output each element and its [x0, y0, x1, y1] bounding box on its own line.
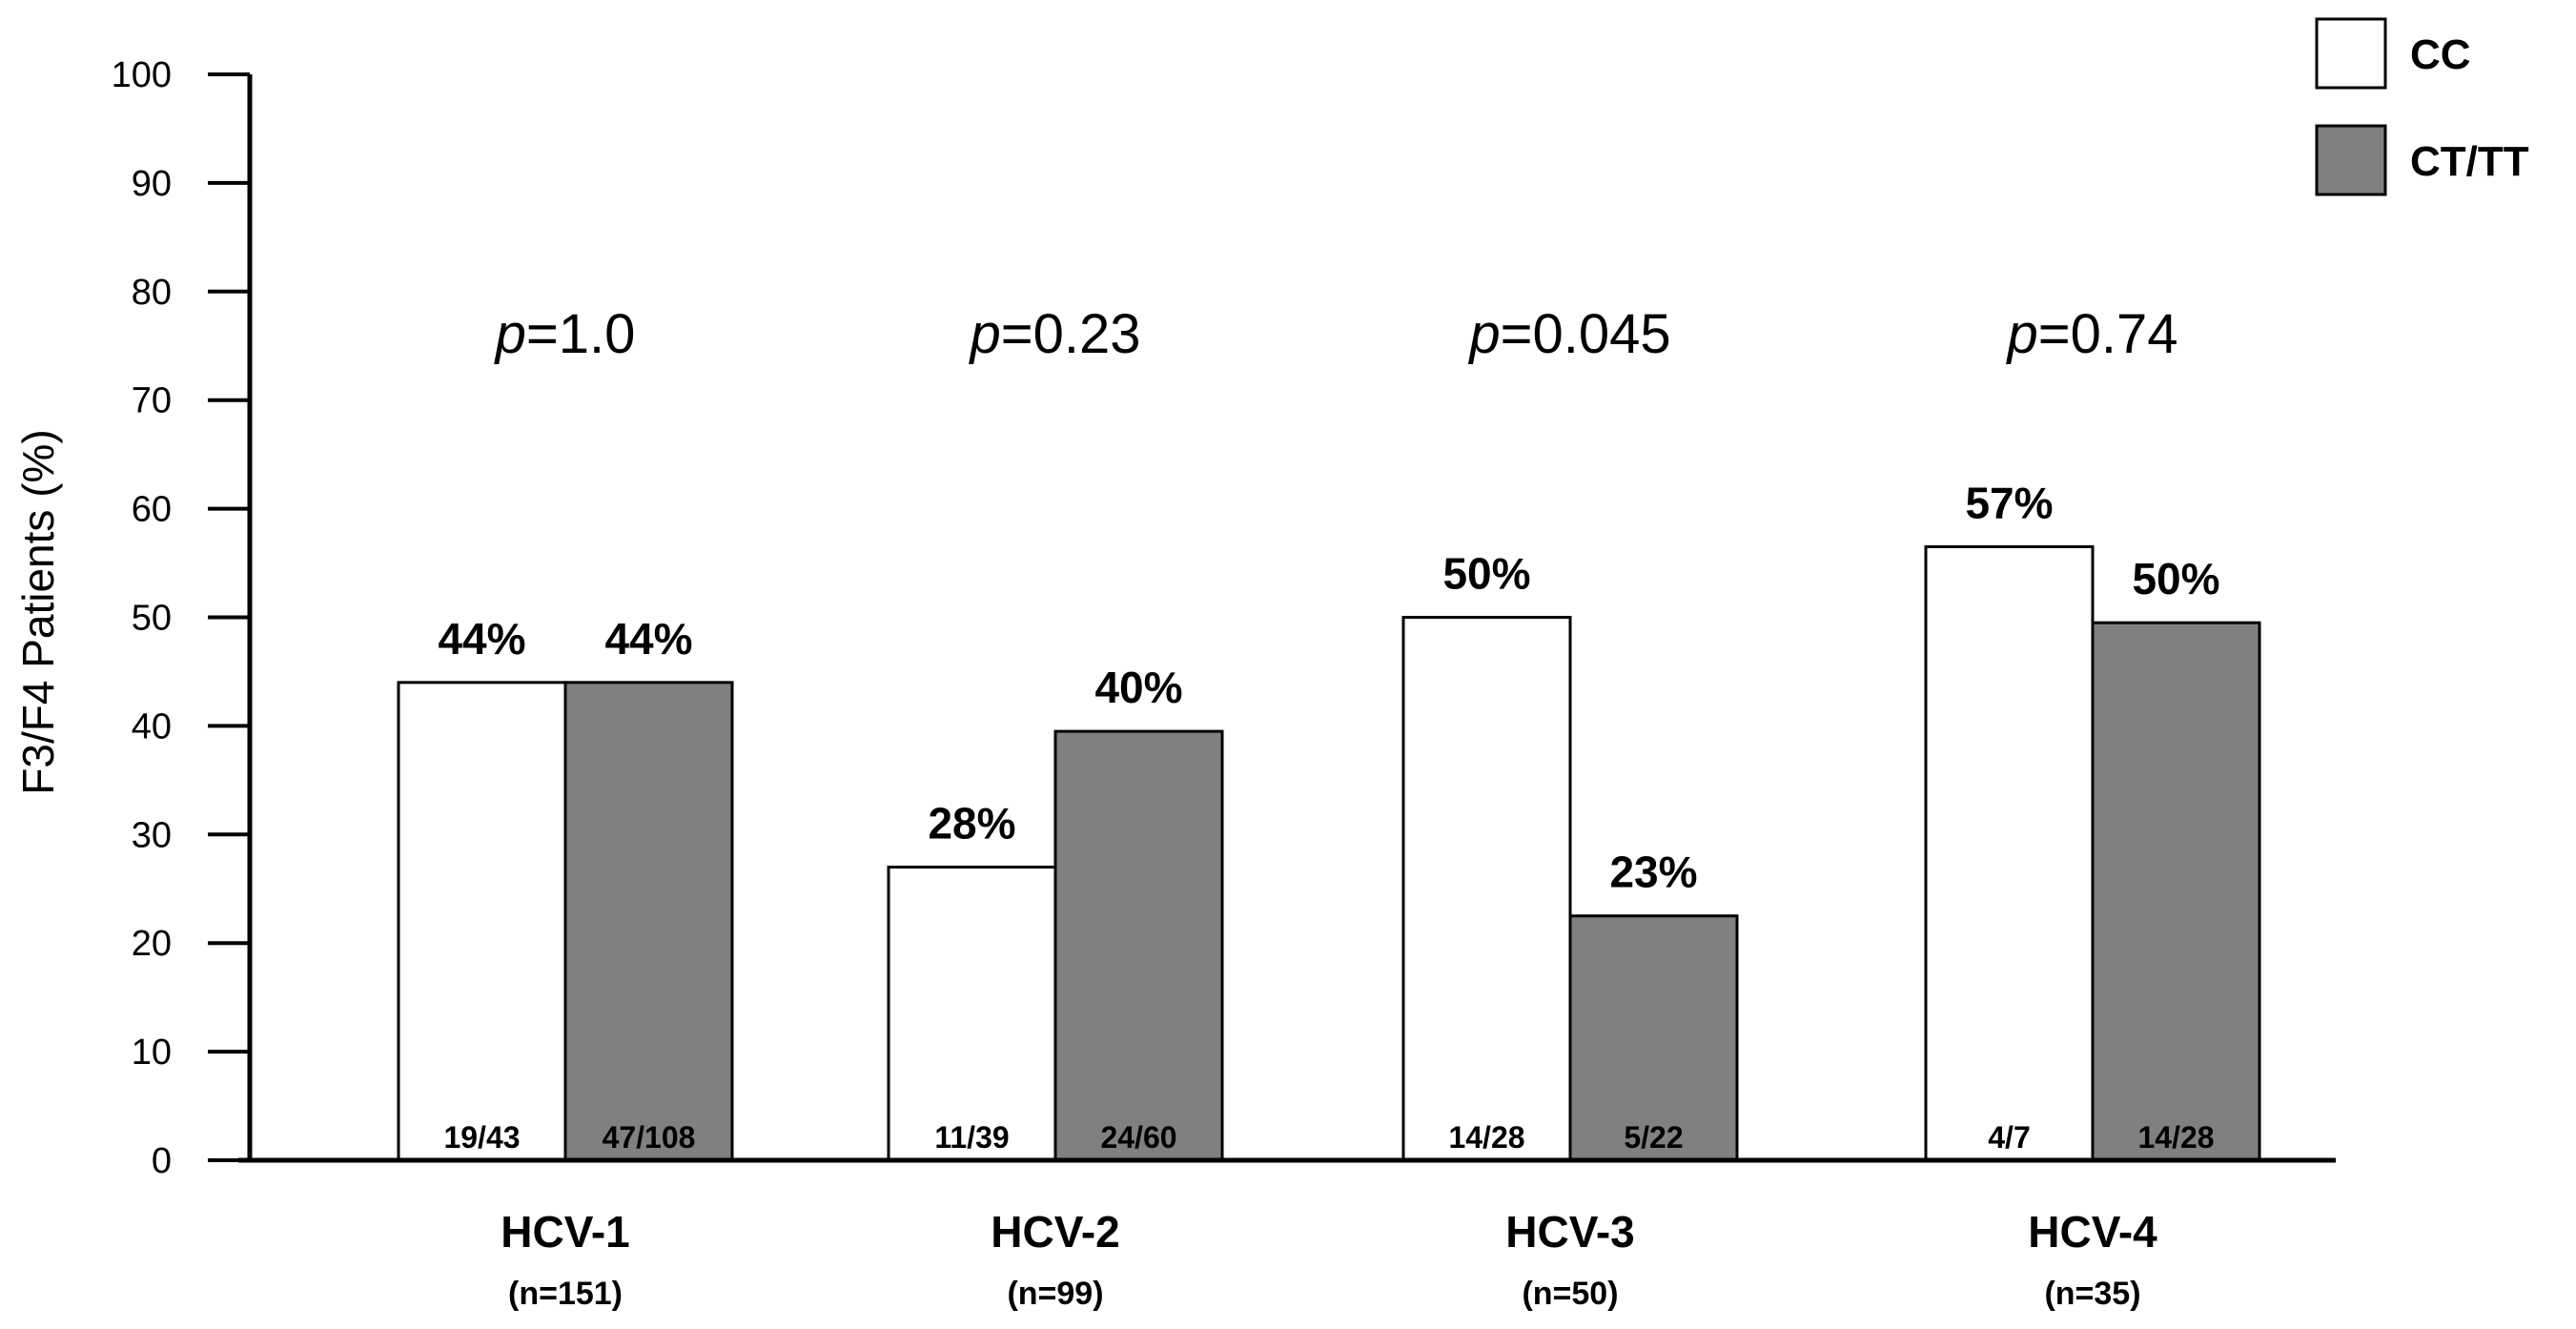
bar-fraction-label: 47/108 — [603, 1120, 696, 1155]
group-n-label: (n=50) — [1522, 1276, 1618, 1312]
p-value-label: p=0.74 — [2005, 303, 2177, 365]
group-label: HCV-3 — [1505, 1207, 1634, 1257]
p-value-label: p=0.045 — [1467, 303, 1670, 365]
y-tick-label: 20 — [132, 924, 172, 964]
y-tick-label: 0 — [152, 1141, 172, 1181]
y-tick-label: 70 — [132, 381, 172, 421]
y-tick-label: 30 — [132, 815, 172, 855]
group-label: HCV-1 — [501, 1207, 629, 1257]
bar-hcv-2-ct-tt — [1053, 729, 1224, 1162]
bar-percent-label: 23% — [1609, 848, 1697, 897]
p-symbol: p — [494, 303, 526, 365]
y-tick-label: 10 — [132, 1033, 172, 1073]
legend-label: CC — [2410, 31, 2471, 78]
y-axis-label: F3/F4 Patients (%) — [13, 429, 63, 794]
group-n-label: (n=99) — [1007, 1276, 1103, 1312]
p-value: =0.045 — [1501, 303, 1671, 365]
group-n-label: (n=151) — [508, 1276, 623, 1312]
y-tick-label: 100 — [112, 55, 172, 95]
bars — [397, 544, 2261, 1162]
bar-fraction-label: 14/28 — [2137, 1120, 2214, 1155]
bar-fraction-label: 5/22 — [1624, 1120, 1683, 1155]
y-tick-label: 50 — [132, 599, 172, 639]
p-value: =1.0 — [526, 303, 636, 365]
p-symbol: p — [1467, 303, 1500, 365]
bar-hcv-1-ct-tt — [563, 681, 734, 1162]
p-value-label: p=0.23 — [968, 303, 1140, 365]
legend-label: CT/TT — [2410, 138, 2529, 185]
y-tick-label: 40 — [132, 706, 172, 746]
group-label: HCV-2 — [991, 1207, 1119, 1257]
bar-hcv-4-cc — [1924, 544, 2095, 1162]
legend-swatch-ct-tt — [2315, 124, 2387, 196]
p-symbol: p — [2005, 303, 2037, 365]
p-symbol: p — [968, 303, 1000, 365]
y-tick-label: 60 — [132, 490, 172, 530]
y-axis: 0 10 20 30 40 50 60 70 80 90 100 — [112, 55, 253, 1181]
bar-percent-label: 50% — [2132, 554, 2219, 603]
legend: CC CT/TT — [2315, 17, 2529, 196]
bar-fraction-label: 4/7 — [1988, 1120, 2030, 1155]
bar-fraction-label: 19/43 — [443, 1120, 520, 1155]
bar-percent-label: 44% — [604, 614, 692, 664]
bar-fraction-label: 14/28 — [1448, 1120, 1524, 1155]
p-value: =0.74 — [2038, 303, 2178, 365]
legend-swatch-cc — [2315, 17, 2387, 90]
y-tick-label: 80 — [132, 273, 172, 313]
group-labels: HCV-1 (n=151) HCV-2 (n=99) HCV-3 (n=50) HCV-4 (… — [501, 1207, 2157, 1312]
bar-hcv-4-ct-tt — [2091, 621, 2261, 1162]
group-n-label: (n=35) — [2044, 1276, 2140, 1312]
group-label: HCV-4 — [2028, 1207, 2157, 1257]
bar-percent-label: 57% — [1965, 478, 2053, 527]
bar-hcv-3-cc — [1401, 616, 1572, 1162]
bar-percent-label: 44% — [438, 614, 525, 664]
bar-hcv-1-cc — [397, 681, 567, 1162]
bar-fraction-label: 11/39 — [934, 1120, 1009, 1155]
p-value: =0.23 — [1001, 303, 1141, 365]
bar-percent-label: 28% — [928, 798, 1015, 848]
bar-hcv-2-cc — [887, 865, 1057, 1162]
p-value-label: p=1.0 — [494, 303, 636, 365]
p-values: p=1.0 p=0.23 p=0.045 p=0.74 — [494, 303, 2178, 365]
bar-percent-label: 50% — [1442, 549, 1530, 599]
bar-labels: 44% 19/43 44% 47/108 28% 11/39 40% 24/60 50% 14/2… — [438, 478, 2219, 1155]
bar-fraction-label: 24/60 — [1100, 1120, 1176, 1155]
y-tick-label: 90 — [132, 164, 172, 204]
bar-percent-label: 40% — [1094, 663, 1182, 712]
